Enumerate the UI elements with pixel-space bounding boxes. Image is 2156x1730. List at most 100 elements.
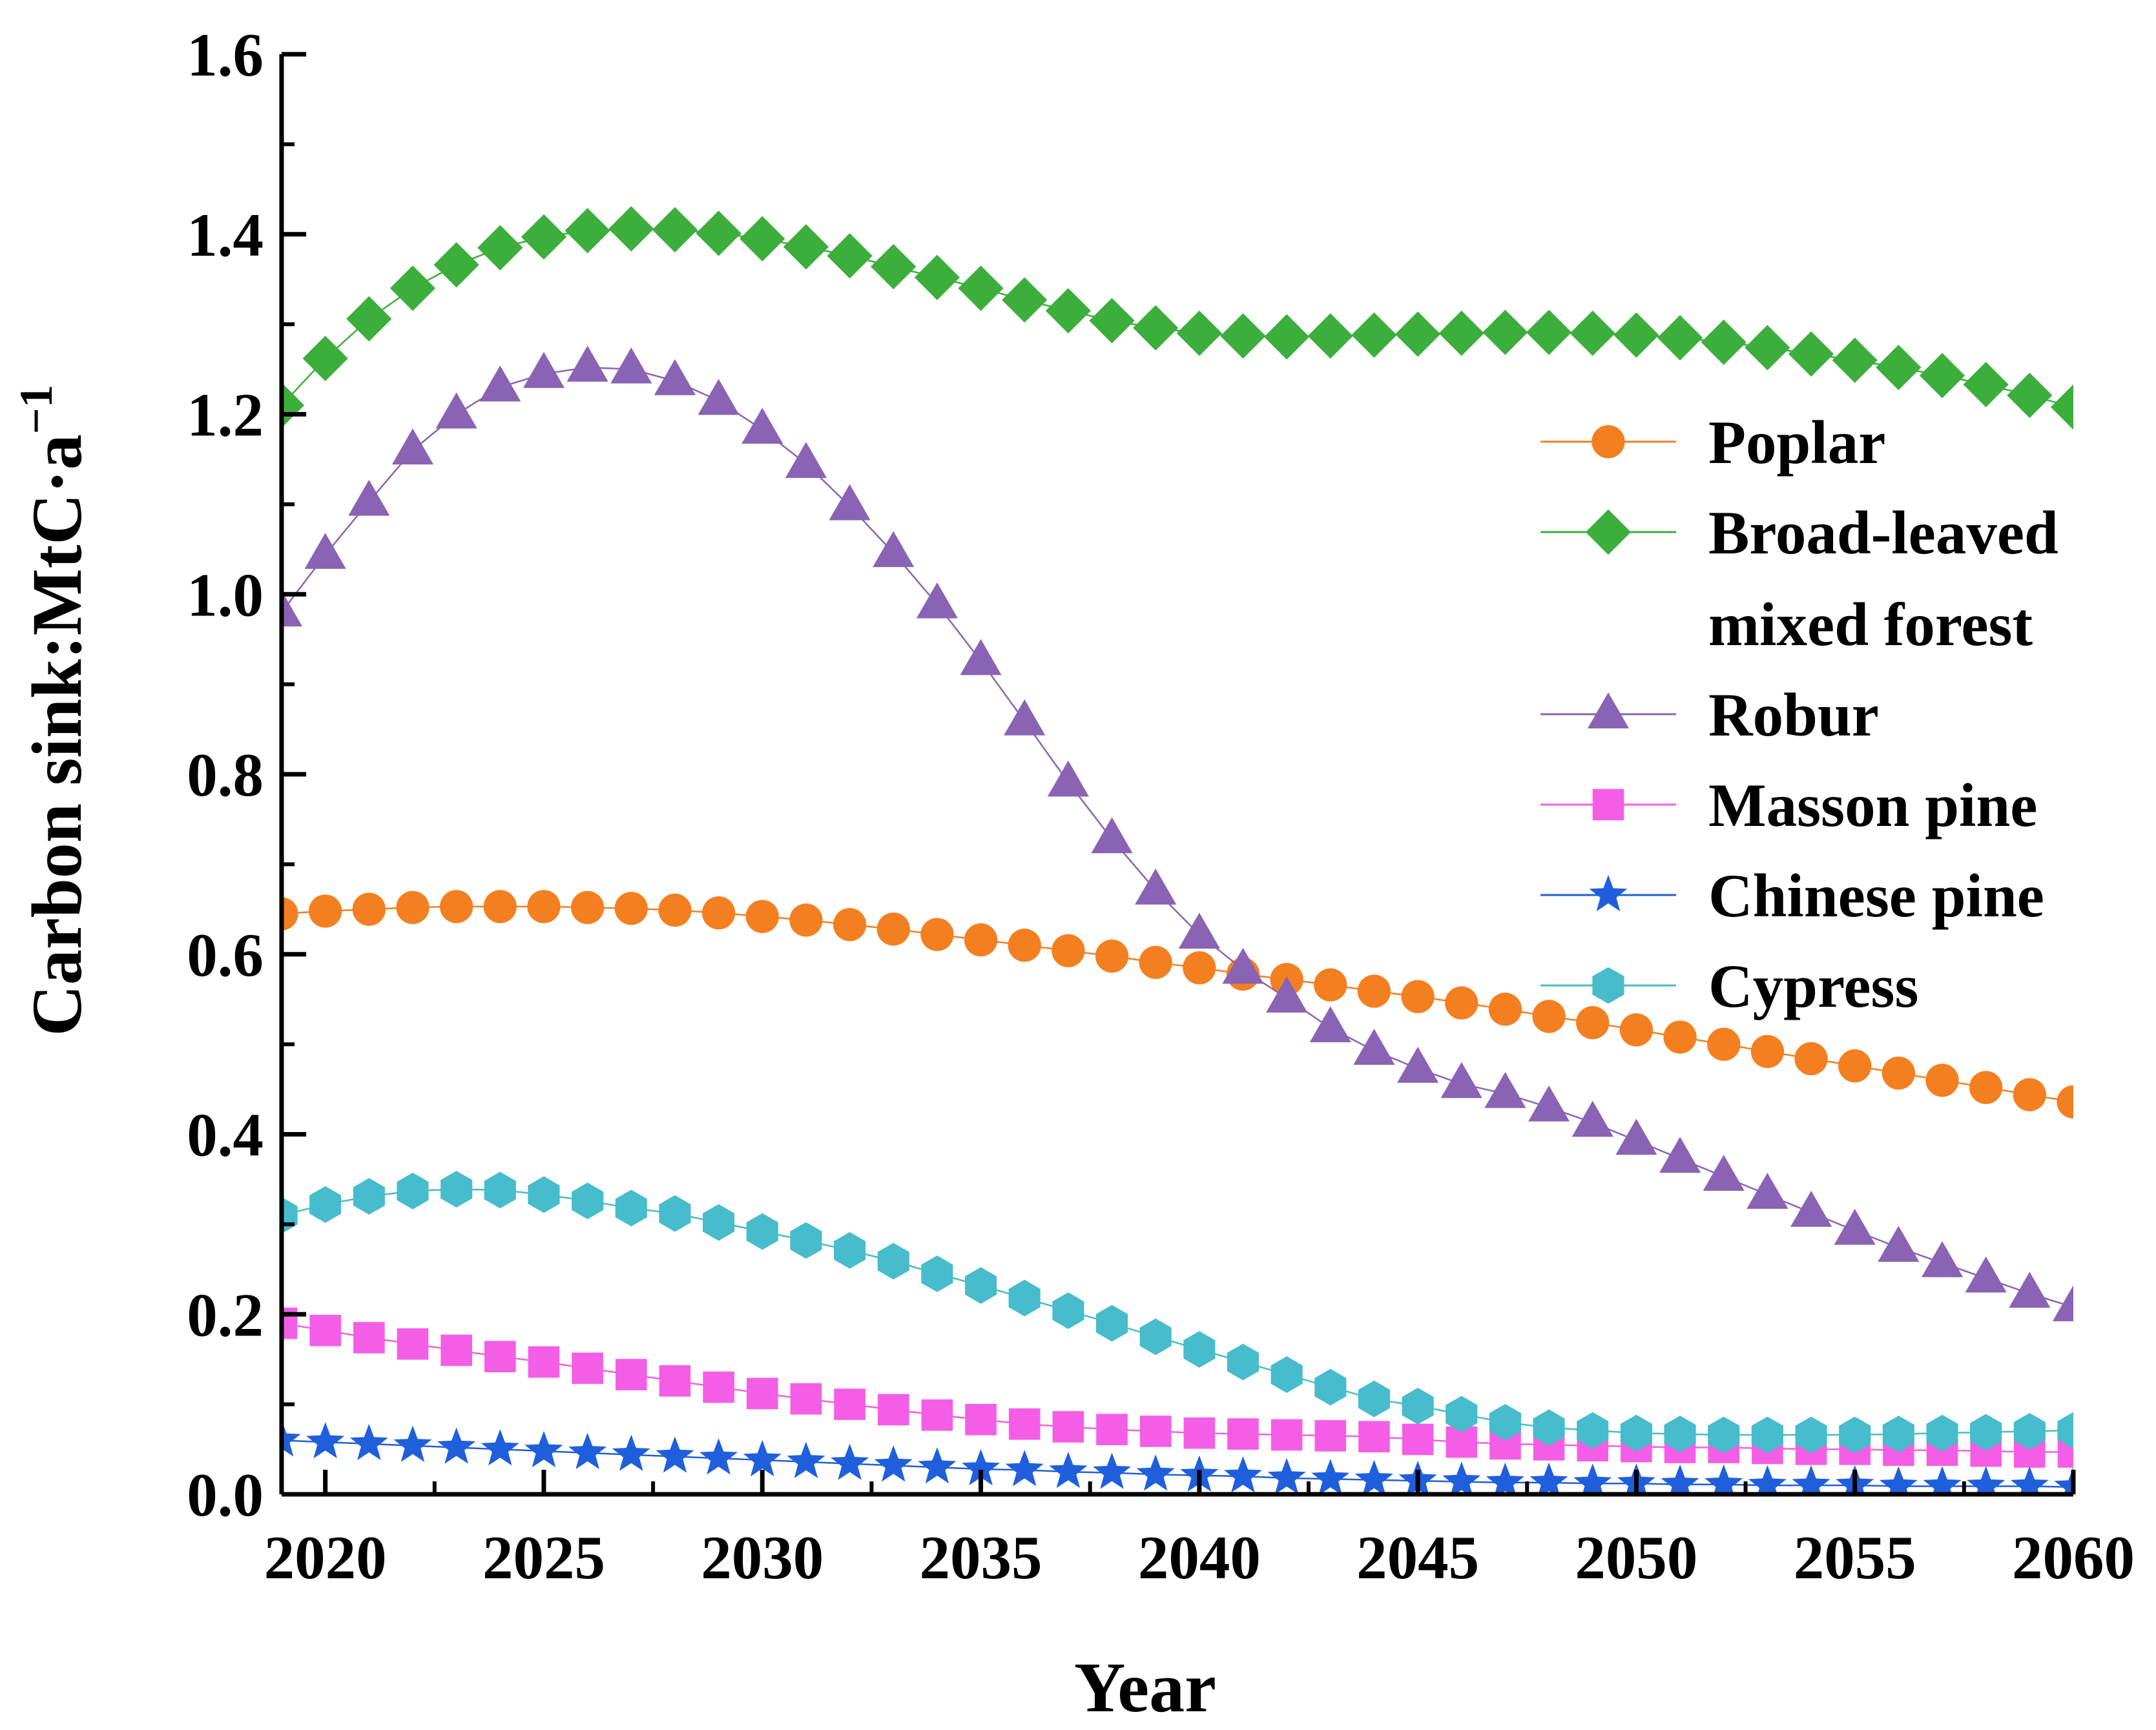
data-point-cypress: [1795, 1416, 1827, 1454]
x-tick-label: 2045: [1356, 1523, 1479, 1592]
data-point-chinese-pine: [282, 1420, 301, 1457]
data-point-poplar: [1619, 1013, 1653, 1047]
data-point-robur: [1135, 869, 1177, 905]
data-point-chinese-pine: [1136, 1454, 1175, 1491]
data-point-chinese-pine: [306, 1422, 345, 1459]
data-point-masson-pine: [746, 1377, 778, 1410]
data-point-robur: [1834, 1208, 1876, 1245]
data-point-robur: [1353, 1029, 1395, 1065]
data-point-robur: [916, 582, 958, 619]
data-point-cypress: [1446, 1395, 1478, 1433]
data-point-masson-pine: [1402, 1423, 1434, 1456]
data-point-cypress: [703, 1204, 735, 1241]
data-point-broad-leaved-mixed-forest: [389, 265, 436, 311]
data-point-cypress: [484, 1171, 516, 1209]
data-point-poplar: [2057, 1085, 2073, 1118]
data-point-poplar: [789, 903, 823, 937]
data-point-robur: [741, 407, 783, 444]
data-point-broad-leaved-mixed-forest: [1832, 337, 1878, 383]
data-point-broad-leaved-mixed-forest: [2050, 384, 2073, 430]
y-tick-label: 0.2: [187, 1281, 264, 1349]
data-point-cypress: [572, 1182, 604, 1219]
data-point-cypress: [790, 1222, 822, 1259]
data-point-chinese-pine: [874, 1445, 913, 1482]
data-point-robur: [566, 345, 608, 382]
data-point-robur: [391, 428, 434, 465]
data-point-masson-pine: [790, 1383, 822, 1415]
data-point-poplar: [745, 900, 779, 933]
data-point-poplar: [396, 891, 430, 924]
data-point-poplar: [833, 908, 867, 942]
data-point-poplar: [1750, 1035, 1785, 1068]
legend-item-cypress: Cypress: [1540, 952, 1919, 1020]
data-point-broad-leaved-mixed-forest: [1351, 312, 1397, 358]
data-point-broad-leaved-mixed-forest: [565, 208, 610, 254]
data-point-poplar: [920, 918, 954, 951]
data-point-cypress: [1839, 1416, 1871, 1454]
data-point-robur: [785, 442, 827, 479]
data-point-cypress: [2013, 1413, 2046, 1450]
data-point-chinese-pine: [2054, 1467, 2073, 1494]
data-point-robur: [1397, 1047, 1439, 1083]
data-point-chinese-pine: [743, 1440, 782, 1477]
data-point-cypress: [441, 1171, 473, 1208]
data-point-broad-leaved-mixed-forest: [282, 382, 305, 428]
data-point-robur: [698, 378, 740, 415]
data-point-broad-leaved-mixed-forest: [2007, 373, 2053, 418]
data-point-broad-leaved-mixed-forest: [1701, 319, 1747, 366]
data-point-broad-leaved-mixed-forest: [1045, 288, 1091, 334]
data-point-cypress: [877, 1242, 909, 1280]
data-point-poplar: [282, 897, 298, 931]
data-point-cypress: [1052, 1292, 1084, 1329]
y-tick-label: 1.0: [187, 561, 264, 629]
y-axis-title: Carbon sink:MtC·a−1: [10, 384, 96, 1036]
data-point-robur: [348, 479, 390, 516]
data-point-robur: [1659, 1137, 1701, 1173]
x-tick-label: 2025: [482, 1523, 605, 1592]
legend-marker-chinese-pine: [1589, 875, 1628, 912]
legend-marker-broad-leaved-mixed-forest: [1585, 509, 1632, 555]
x-axis-title: Year: [1074, 1648, 1216, 1727]
data-point-robur: [610, 347, 652, 384]
data-point-masson-pine: [834, 1388, 866, 1420]
data-point-cypress: [1926, 1414, 1958, 1452]
data-point-masson-pine: [484, 1341, 516, 1373]
data-point-poplar: [1881, 1056, 1916, 1090]
data-point-cypress: [1402, 1388, 1434, 1425]
data-point-chinese-pine: [1224, 1456, 1262, 1493]
data-point-robur: [960, 639, 1002, 675]
data-point-robur: [2009, 1272, 2051, 1308]
data-point-broad-leaved-mixed-forest: [871, 243, 917, 290]
data-point-chinese-pine: [1705, 1464, 1743, 1494]
data-point-broad-leaved-mixed-forest: [958, 265, 1004, 311]
y-tick-label: 1.4: [187, 201, 264, 269]
data-point-poplar: [1707, 1027, 1741, 1061]
data-point-poplar: [1838, 1049, 1872, 1083]
data-point-broad-leaved-mixed-forest: [696, 211, 741, 256]
data-point-cypress: [1227, 1343, 1259, 1381]
data-point-chinese-pine: [1792, 1465, 1830, 1494]
axes-layer: 0.0 0.2 0.4 0.6 0.8 1.0 1.2 1.4 1.6 2020 2025 2030 2…: [10, 21, 2135, 1727]
data-point-robur: [1440, 1062, 1482, 1098]
data-point-poplar: [439, 890, 473, 923]
data-point-chinese-pine: [787, 1441, 825, 1478]
data-point-masson-pine: [572, 1352, 603, 1385]
data-point-robur: [1615, 1118, 1657, 1155]
data-point-robur: [479, 365, 521, 402]
data-point-masson-pine: [1314, 1420, 1347, 1452]
data-point-chinese-pine: [1486, 1462, 1524, 1494]
data-point-cypress: [1970, 1414, 2002, 1451]
data-point-cypress: [1139, 1318, 1172, 1355]
data-point-poplar: [1052, 934, 1085, 967]
data-point-broad-leaved-mixed-forest: [1526, 309, 1572, 355]
legend-marker-poplar: [1591, 425, 1625, 458]
data-point-robur: [829, 484, 871, 520]
data-point-robur: [1878, 1226, 1920, 1262]
data-point-chinese-pine: [2010, 1466, 2049, 1494]
series-chinese-pine: [282, 1420, 2073, 1494]
x-tick-label: 2020: [264, 1523, 387, 1592]
data-point-broad-leaved-mixed-forest: [1613, 312, 1659, 358]
data-point-poplar: [1969, 1071, 2003, 1104]
data-point-poplar: [1445, 986, 1478, 1020]
